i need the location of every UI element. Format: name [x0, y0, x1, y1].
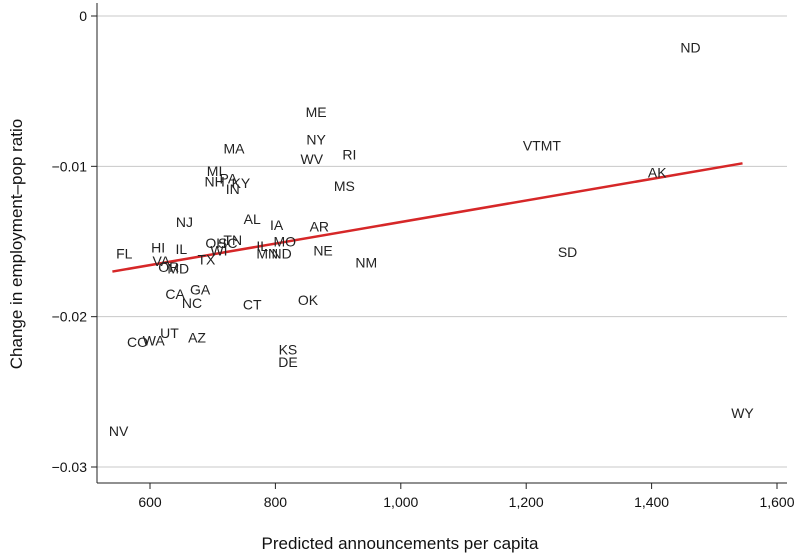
- x-axis-title: Predicted announcements per capita: [262, 534, 539, 553]
- point-label: NC: [182, 295, 202, 311]
- point-label: KY: [232, 175, 251, 191]
- point-label: VTMT: [523, 137, 562, 153]
- x-tick-label: 1,000: [383, 494, 418, 510]
- x-tick-label: 800: [264, 494, 288, 510]
- point-label: NM: [355, 255, 377, 271]
- point-label: ND: [680, 40, 700, 56]
- point-label: DE: [278, 354, 297, 370]
- point-label: MS: [334, 178, 355, 194]
- y-axis-title: Change in employment–pop ratio: [7, 119, 26, 369]
- point-label: OH: [205, 235, 226, 251]
- x-ticks: 600 800 1,000 1,200 1,400 1,600: [138, 483, 795, 510]
- point-label: SC: [218, 235, 237, 251]
- point-label: NV: [109, 423, 129, 439]
- point-label: AK: [648, 164, 667, 180]
- point-label: OR: [158, 259, 179, 275]
- y-ticks: 0 −0.01 −0.02 −0.03: [52, 8, 97, 475]
- point-label: IL: [256, 238, 268, 254]
- point-label: FL: [116, 246, 133, 262]
- x-tick-label: 1,400: [634, 494, 669, 510]
- point-label: ME: [306, 104, 327, 120]
- point-label: AR: [310, 218, 329, 234]
- x-tick-label: 1,200: [509, 494, 544, 510]
- point-label: MO: [274, 234, 297, 250]
- point-label: GA: [190, 282, 211, 298]
- point-label: CA: [165, 286, 185, 302]
- point-label: WV: [300, 151, 323, 167]
- grid-lines: [97, 15, 787, 468]
- point-label: WY: [731, 405, 754, 421]
- y-tick-label: −0.03: [52, 459, 88, 475]
- point-label: VA: [152, 253, 170, 269]
- point-label: TX: [197, 252, 216, 268]
- y-tick-label: −0.02: [52, 309, 88, 325]
- y-tick-label: 0: [79, 8, 87, 24]
- x-tick-label: 1,600: [759, 494, 794, 510]
- point-label: NH: [204, 173, 224, 189]
- fit-line: [112, 162, 743, 273]
- point-label: MI: [207, 163, 223, 179]
- point-label: WA: [143, 333, 166, 349]
- point-label: SD: [558, 244, 577, 260]
- point-label: RI: [342, 146, 356, 162]
- x-tick-label: 600: [138, 494, 162, 510]
- point-label: MA: [224, 140, 246, 156]
- point-label: UT: [160, 325, 179, 341]
- point-label: WI: [210, 243, 227, 259]
- point-label: NY: [306, 131, 326, 147]
- point-label: KS: [279, 342, 298, 358]
- point-label: PA: [220, 170, 238, 186]
- point-label: MD: [167, 261, 189, 277]
- point-label: NE: [313, 243, 332, 259]
- y-tick-label: −0.01: [52, 158, 88, 174]
- point-label: IL: [176, 241, 188, 257]
- point-label: IA: [270, 217, 284, 233]
- point-label: OK: [298, 292, 319, 308]
- fit-line-group: [112, 162, 743, 273]
- point-label: AZ: [188, 330, 206, 346]
- point-label: CT: [243, 297, 262, 313]
- point-label: CO: [127, 334, 148, 350]
- point-label: TN: [223, 232, 242, 248]
- point-label: HI: [151, 240, 165, 256]
- point-label: MN: [256, 246, 278, 262]
- point-label: ND: [272, 246, 292, 262]
- point-label: AL: [244, 211, 261, 227]
- point-label: IN: [226, 181, 240, 197]
- point-label: NJ: [176, 214, 193, 230]
